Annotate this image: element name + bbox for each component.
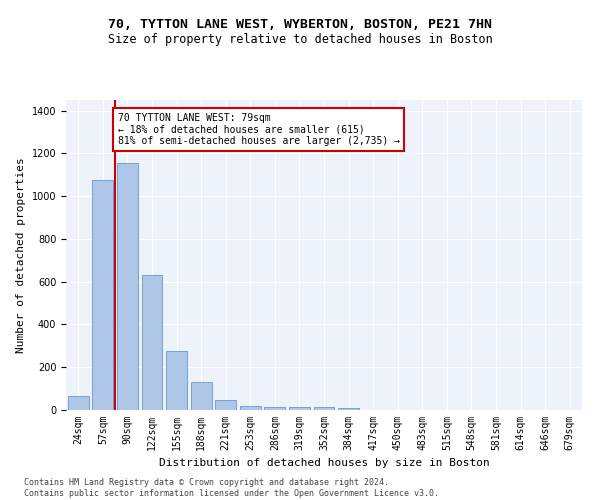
Bar xyxy=(314,408,334,410)
Text: 70, TYTTON LANE WEST, WYBERTON, BOSTON, PE21 7HN: 70, TYTTON LANE WEST, WYBERTON, BOSTON, … xyxy=(108,18,492,30)
X-axis label: Distribution of detached houses by size in Boston: Distribution of detached houses by size … xyxy=(158,458,490,468)
Bar xyxy=(240,406,261,410)
Y-axis label: Number of detached properties: Number of detached properties xyxy=(16,157,26,353)
Bar xyxy=(215,400,236,410)
Bar xyxy=(265,408,286,410)
Text: Size of property relative to detached houses in Boston: Size of property relative to detached ho… xyxy=(107,32,493,46)
Bar xyxy=(338,408,359,410)
Text: Contains HM Land Registry data © Crown copyright and database right 2024.
Contai: Contains HM Land Registry data © Crown c… xyxy=(24,478,439,498)
Bar xyxy=(68,396,89,410)
Bar xyxy=(117,163,138,410)
Bar xyxy=(92,180,113,410)
Bar xyxy=(166,351,187,410)
Bar xyxy=(142,276,163,410)
Bar xyxy=(289,407,310,410)
Text: 70 TYTTON LANE WEST: 79sqm
← 18% of detached houses are smaller (615)
81% of sem: 70 TYTTON LANE WEST: 79sqm ← 18% of deta… xyxy=(118,113,400,146)
Bar xyxy=(191,382,212,410)
